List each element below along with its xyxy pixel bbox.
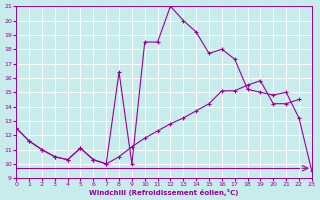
X-axis label: Windchill (Refroidissement éolien,°C): Windchill (Refroidissement éolien,°C)	[89, 189, 239, 196]
